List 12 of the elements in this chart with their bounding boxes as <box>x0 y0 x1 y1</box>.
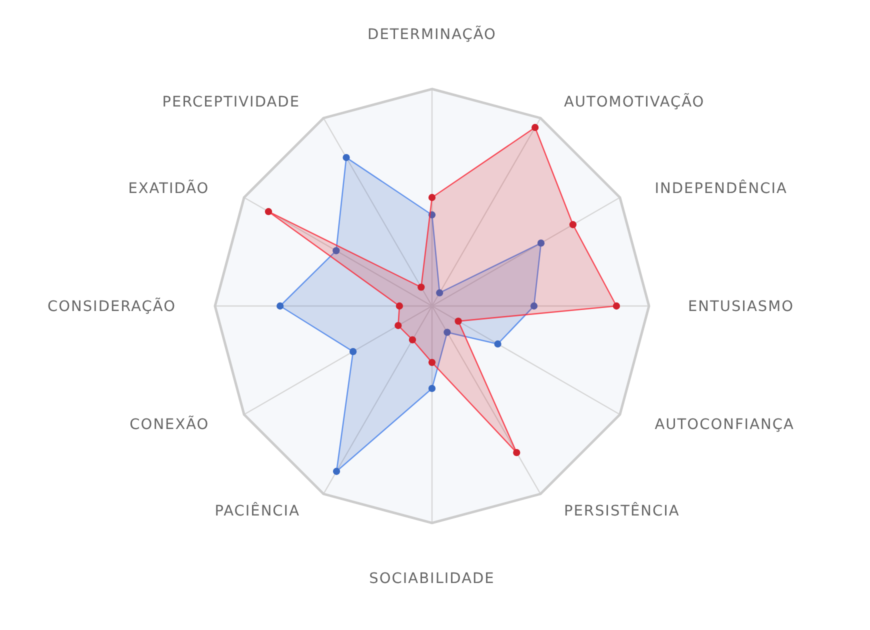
spoke-label: INDEPENDÊNCIA <box>654 179 788 198</box>
spoke-label: SOCIABILIDADE <box>369 571 495 588</box>
spoke-label: CONSIDERAÇÃO <box>47 297 176 316</box>
spoke-label: AUTOMOTIVAÇÃO <box>564 92 705 111</box>
spoke-label: CONEXÃO <box>130 415 210 434</box>
spoke-label: PERSISTÊNCIA <box>564 501 680 520</box>
spoke-label: AUTOCONFIANÇA <box>654 417 794 434</box>
spoke-label: PERCEPTIVIDADE <box>162 94 300 111</box>
spoke-label: PACIÊNCIA <box>214 501 300 520</box>
spoke-label: EXATIDÃO <box>128 179 210 198</box>
spoke-label: DETERMINAÇÃO <box>368 25 496 44</box>
spoke-label: ENTUSIASMO <box>688 299 794 316</box>
